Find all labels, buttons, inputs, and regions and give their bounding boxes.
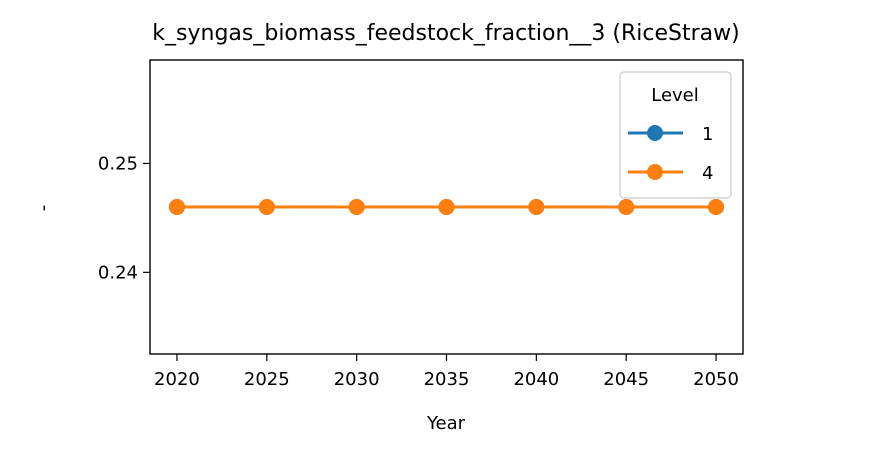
series-layer — [168, 199, 725, 215]
y-axis-label: - — [33, 205, 54, 212]
data-point-4 — [708, 199, 725, 215]
data-point-4 — [348, 199, 365, 215]
x-tick-label: 2045 — [603, 369, 649, 390]
legend-label-1: 1 — [702, 124, 713, 145]
y-tick-label: 0.25 — [98, 153, 138, 174]
data-point-4 — [618, 199, 635, 215]
legend-marker-1 — [647, 125, 663, 141]
x-tick-label: 2040 — [513, 369, 559, 390]
x-axis-label: Year — [426, 413, 466, 434]
data-point-4 — [438, 199, 455, 215]
x-tick-label: 2025 — [244, 369, 290, 390]
x-tick-label: 2050 — [693, 369, 739, 390]
x-tick-label: 2035 — [424, 369, 470, 390]
legend-marker-4 — [647, 164, 663, 180]
data-point-4 — [168, 199, 185, 215]
x-axis-ticks: 2020 2025 2030 2035 2040 2045 2050 — [154, 354, 739, 390]
legend: Level 14 — [619, 71, 732, 199]
legend-box — [619, 71, 732, 199]
x-tick-label: 2020 — [154, 369, 200, 390]
legend-entries: 14 — [628, 124, 713, 184]
legend-title: Level — [651, 85, 699, 106]
y-tick-label: 0.24 — [98, 262, 138, 283]
data-point-4 — [258, 199, 275, 215]
chart-title: k_syngas_biomass_feedstock_fraction__3 (… — [152, 21, 739, 46]
y-axis-ticks: 0.24 0.25 — [98, 153, 150, 283]
legend-label-4: 4 — [702, 163, 713, 184]
x-tick-label: 2030 — [334, 369, 380, 390]
data-point-4 — [528, 199, 545, 215]
